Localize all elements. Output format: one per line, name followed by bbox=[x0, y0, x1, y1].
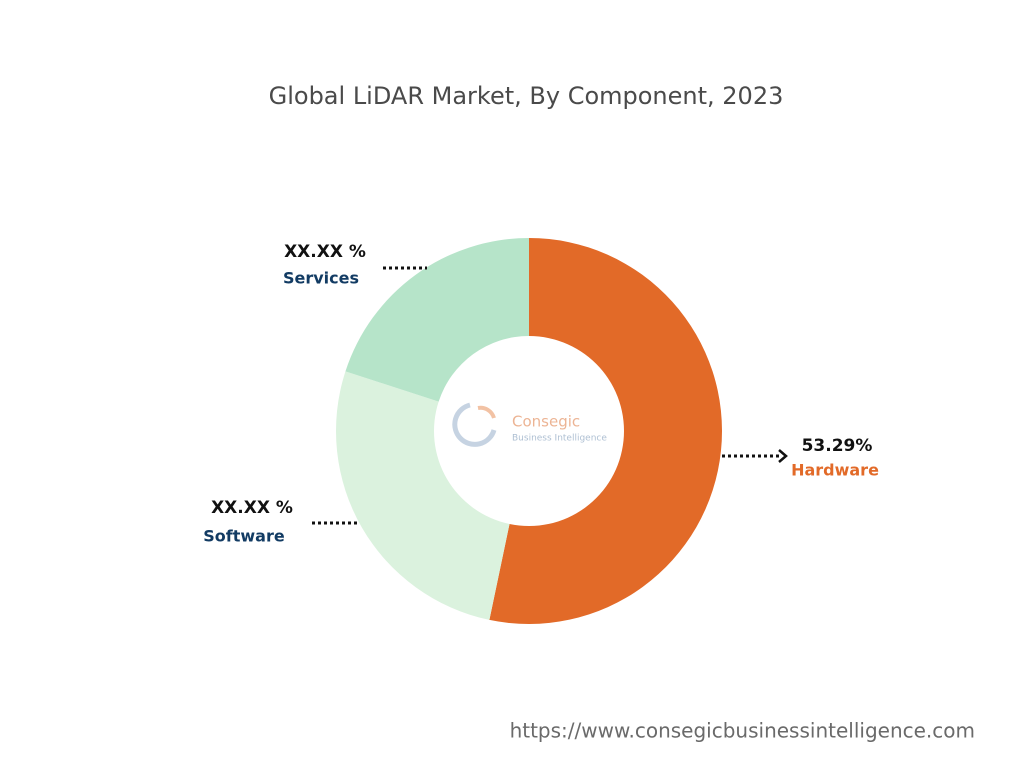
watermark-logo bbox=[477, 405, 496, 419]
source-url: https://www.consegicbusinessintelligence… bbox=[510, 719, 975, 743]
category-label: Hardware bbox=[791, 461, 879, 480]
data-label: XX.XX % bbox=[284, 242, 366, 262]
category-label: Services bbox=[283, 269, 359, 288]
donut-slice bbox=[489, 238, 723, 624]
watermark-tagline: Business Intelligence bbox=[512, 434, 607, 444]
data-label: 53.29% bbox=[802, 436, 873, 456]
leader-arrow bbox=[778, 449, 788, 463]
watermark: Consegic Business Intelligence bbox=[452, 402, 607, 447]
data-label: XX.XX % bbox=[211, 498, 293, 518]
watermark-logo bbox=[452, 402, 497, 447]
donut-slice bbox=[345, 238, 529, 402]
donut bbox=[336, 238, 723, 624]
category-label: Software bbox=[203, 527, 285, 546]
watermark-name: Consegic bbox=[512, 413, 580, 431]
donut-slice bbox=[336, 371, 510, 620]
chart-title: Global LiDAR Market, By Component, 2023 bbox=[269, 82, 784, 110]
